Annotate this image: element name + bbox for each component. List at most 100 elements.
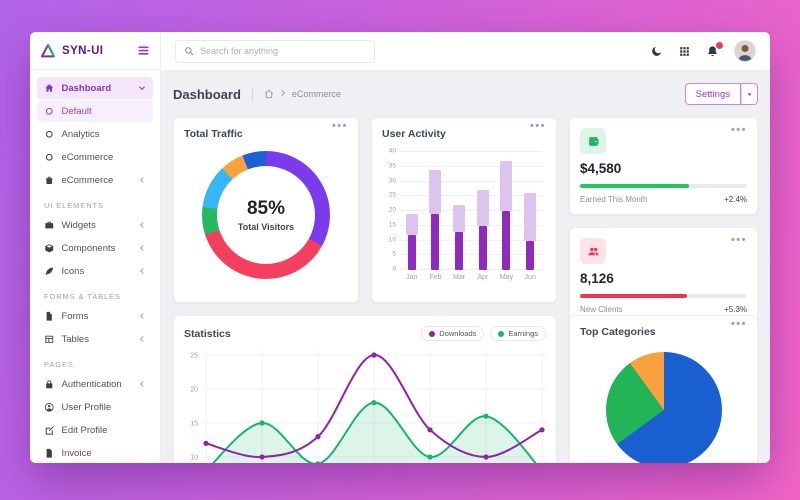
sidebar-section-label: FORMS & TABLES	[44, 292, 121, 301]
legend-label: Earnings	[508, 329, 538, 338]
bar-segment-overlay	[524, 193, 537, 241]
bar-segment-overlay	[405, 213, 418, 235]
sidebar-item-label: Icons	[61, 265, 85, 277]
card-menu-dots-icon[interactable]: •••	[730, 234, 747, 246]
bar-gridline: 10	[389, 236, 542, 243]
sidebar-item-analytics[interactable]: Analytics	[37, 123, 153, 145]
sidebar-item-invoice[interactable]: Invoice	[37, 442, 153, 463]
breadcrumb-item[interactable]: eCommerce	[291, 89, 341, 99]
sidebar-item-dashboard[interactable]: Dashboard	[37, 77, 153, 99]
legend-downloads[interactable]: Downloads	[421, 326, 485, 341]
bar-gridline: 25	[389, 192, 542, 199]
card-menu-dots-icon[interactable]: •••	[730, 318, 747, 330]
notifications-bell-icon[interactable]	[706, 40, 724, 58]
bar-chart-x-labels: Jan Feb Mar Apr May Jun	[400, 274, 542, 281]
app-window: SYN-UI Dashboard Default Analytics eCommerc…	[30, 32, 770, 463]
card-menu-dots-icon[interactable]: •••	[730, 124, 747, 136]
earned-value: $4,580	[580, 161, 622, 176]
donut-center-value: 85%	[246, 198, 286, 219]
user-activity-card: User Activity ••• 0 5 10 15 20 25 30 35 40 Jan Fe…	[371, 117, 557, 303]
sidebar-item-default[interactable]: Default	[37, 100, 153, 122]
bar-mar[interactable]	[447, 152, 471, 270]
sidebar-item-authentication[interactable]: Authentication	[37, 373, 153, 395]
breadcrumb-home-icon[interactable]	[264, 89, 274, 99]
card-menu-dots-icon[interactable]: •••	[529, 120, 546, 132]
sidebar-item-label: Default	[61, 105, 92, 117]
bar-x-label: Mar	[453, 274, 466, 281]
svg-text:10: 10	[190, 455, 198, 462]
bar-may[interactable]	[495, 152, 519, 270]
edit-icon	[44, 425, 55, 436]
chevron-left-icon	[138, 221, 146, 229]
clients-value: 8,126	[580, 271, 614, 286]
cards-grid: Total Traffic ••• 85% Total Visitors Use…	[173, 117, 758, 463]
bar-gridline: 35	[389, 162, 542, 169]
sidebar-item-ecommerce[interactable]: eCommerce	[37, 146, 153, 168]
card-menu-dots-icon[interactable]: •••	[331, 120, 348, 132]
lock-icon	[44, 379, 55, 390]
search-input[interactable]	[200, 46, 366, 56]
bar-y-tick-label: 40	[388, 147, 396, 155]
sidebar-item-user-profile[interactable]: User Profile	[37, 396, 153, 418]
file-icon	[44, 311, 55, 322]
sidebar-item-components[interactable]: Components	[37, 237, 153, 259]
card-title: Total Traffic	[184, 128, 243, 140]
topbar	[161, 32, 770, 70]
bar-segment-base	[455, 231, 464, 270]
new-clients-card: ••• 8,126 New Clients +5.3%	[569, 227, 758, 325]
clients-progress-fill	[580, 294, 687, 298]
earned-progress-fill	[580, 184, 689, 188]
dark-mode-moon-icon[interactable]	[650, 45, 663, 58]
sidebar-item-label: Components	[61, 242, 116, 254]
user-avatar[interactable]	[734, 40, 756, 62]
chevron-left-icon	[138, 312, 146, 320]
sidebar-item-icons[interactable]: Icons	[37, 260, 153, 282]
wallet-icon	[580, 128, 606, 154]
sidebar: SYN-UI Dashboard Default Analytics eCommerc…	[30, 32, 161, 463]
legend-earnings[interactable]: Earnings	[490, 326, 546, 341]
bar-segment-overlay	[500, 160, 513, 211]
top-categories-card: Top Categories •••	[569, 315, 758, 463]
home-icon	[44, 83, 55, 94]
bar-jan[interactable]	[400, 152, 424, 270]
bar-apr[interactable]	[471, 152, 495, 270]
clients-label: New Clients	[580, 305, 623, 314]
bar-feb[interactable]	[424, 152, 448, 270]
sidebar-item-edit-profile[interactable]: Edit Profile	[37, 419, 153, 441]
settings-dropdown-caret[interactable]	[741, 83, 758, 105]
menu-toggle-icon[interactable]	[137, 44, 150, 57]
sidebar-section-label: PAGES	[44, 360, 74, 369]
total-traffic-card: Total Traffic ••• 85% Total Visitors	[173, 117, 359, 303]
sidebar-item-widgets[interactable]: Widgets	[37, 214, 153, 236]
apps-grid-icon[interactable]	[678, 45, 691, 58]
clients-progress-track	[580, 294, 747, 298]
invoice-icon	[44, 448, 55, 459]
bar-x-label: Feb	[429, 274, 442, 281]
search-icon	[185, 47, 194, 56]
bar-segment-base	[502, 211, 511, 270]
sidebar-item-label: Edit Profile	[61, 424, 108, 436]
card-title: Statistics	[184, 327, 231, 340]
user-icon	[44, 402, 55, 413]
sidebar-item-tables[interactable]: Tables	[37, 328, 153, 350]
bar-y-tick-label: 30	[388, 177, 396, 184]
sidebar-item-forms[interactable]: Forms	[37, 305, 153, 327]
bar-jun[interactable]	[518, 152, 542, 270]
search-box[interactable]	[175, 39, 375, 63]
top-categories-pie-chart	[605, 352, 722, 463]
total-traffic-donut-chart: 85% Total Visitors	[202, 151, 330, 279]
earned-progress-track	[580, 184, 747, 188]
notification-badge	[715, 40, 724, 50]
settings-button[interactable]: Settings	[684, 83, 741, 105]
bar-y-tick-label: 25	[388, 191, 396, 199]
card-title: User Activity	[382, 128, 446, 140]
clients-delta: +5.3%	[724, 305, 747, 314]
sidebar-item-label: Analytics	[61, 128, 100, 140]
chevron-left-icon	[138, 380, 146, 388]
sidebar-item-ecommerce[interactable]: eCommerce	[37, 169, 153, 191]
bag-icon	[44, 175, 55, 186]
bar-segment-base	[478, 225, 487, 270]
sidebar-item-label: eCommerce	[61, 151, 114, 163]
